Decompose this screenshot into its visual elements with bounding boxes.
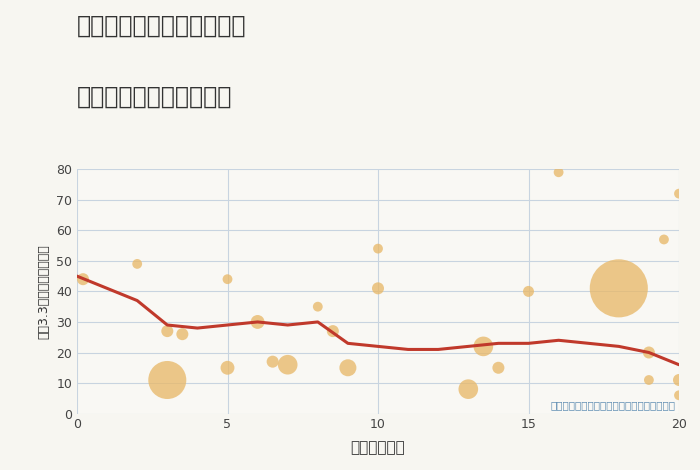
Point — [673, 190, 685, 197]
Point — [312, 303, 323, 310]
Point — [523, 288, 534, 295]
Point — [282, 361, 293, 368]
Point — [78, 275, 89, 283]
Point — [463, 385, 474, 393]
Text: 兵庫県豊岡市日高町森山の: 兵庫県豊岡市日高町森山の — [77, 14, 246, 38]
Point — [477, 343, 489, 350]
Point — [222, 275, 233, 283]
Point — [176, 330, 188, 338]
Point — [267, 358, 278, 366]
Point — [673, 392, 685, 399]
Point — [372, 245, 384, 252]
Text: 円の大きさは、取引のあった物件面積を示す: 円の大きさは、取引のあった物件面積を示す — [551, 400, 676, 411]
Point — [372, 284, 384, 292]
Point — [132, 260, 143, 267]
Point — [658, 235, 669, 243]
Text: 駅距離別中古戸建て価格: 駅距離別中古戸建て価格 — [77, 85, 232, 109]
Point — [613, 284, 624, 292]
Point — [493, 364, 504, 371]
Point — [252, 318, 263, 326]
Point — [342, 364, 354, 371]
X-axis label: 駅距離（分）: 駅距離（分） — [351, 440, 405, 455]
Point — [328, 327, 339, 335]
Point — [162, 376, 173, 384]
Point — [553, 168, 564, 176]
Point — [673, 376, 685, 384]
Y-axis label: 坪（3.3㎡）単価（万円）: 坪（3.3㎡）単価（万円） — [38, 244, 50, 339]
Point — [643, 376, 655, 384]
Point — [643, 349, 655, 356]
Point — [162, 327, 173, 335]
Point — [222, 364, 233, 371]
